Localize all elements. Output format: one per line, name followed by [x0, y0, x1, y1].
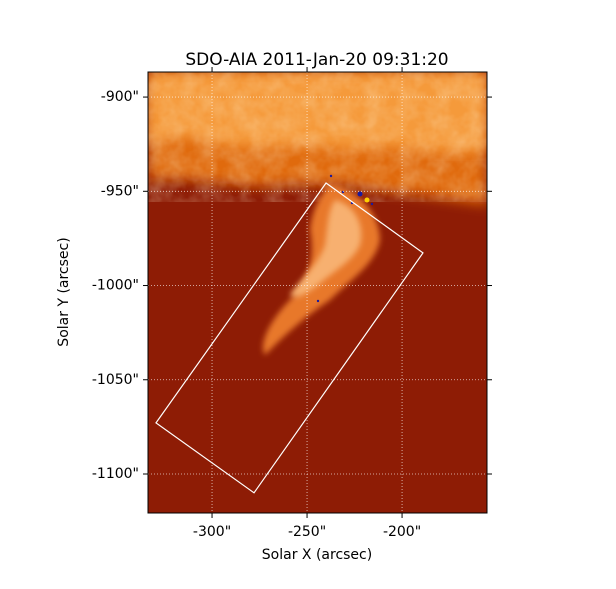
y-axis-label: Solar Y (arcsec)	[56, 237, 72, 346]
y-tick-label: -1100"	[92, 466, 139, 482]
chart-title: SDO-AIA 2011-Jan-20 09:31:20	[185, 50, 448, 70]
y-tick-label: -1050"	[92, 372, 139, 388]
x-tick-label: -250"	[288, 524, 326, 540]
grid	[148, 72, 487, 513]
plot-frame	[147, 71, 488, 514]
solar-image	[148, 72, 487, 513]
region-box	[155, 182, 424, 494]
y-tick-label: -1000"	[92, 278, 139, 294]
x-axis-label: Solar X (arcsec)	[262, 547, 372, 563]
x-tick-label: -300"	[193, 524, 231, 540]
y-tick-label: -900"	[101, 89, 139, 105]
x-tick-label: -200"	[383, 524, 421, 540]
y-tick-label: -950"	[101, 183, 139, 199]
